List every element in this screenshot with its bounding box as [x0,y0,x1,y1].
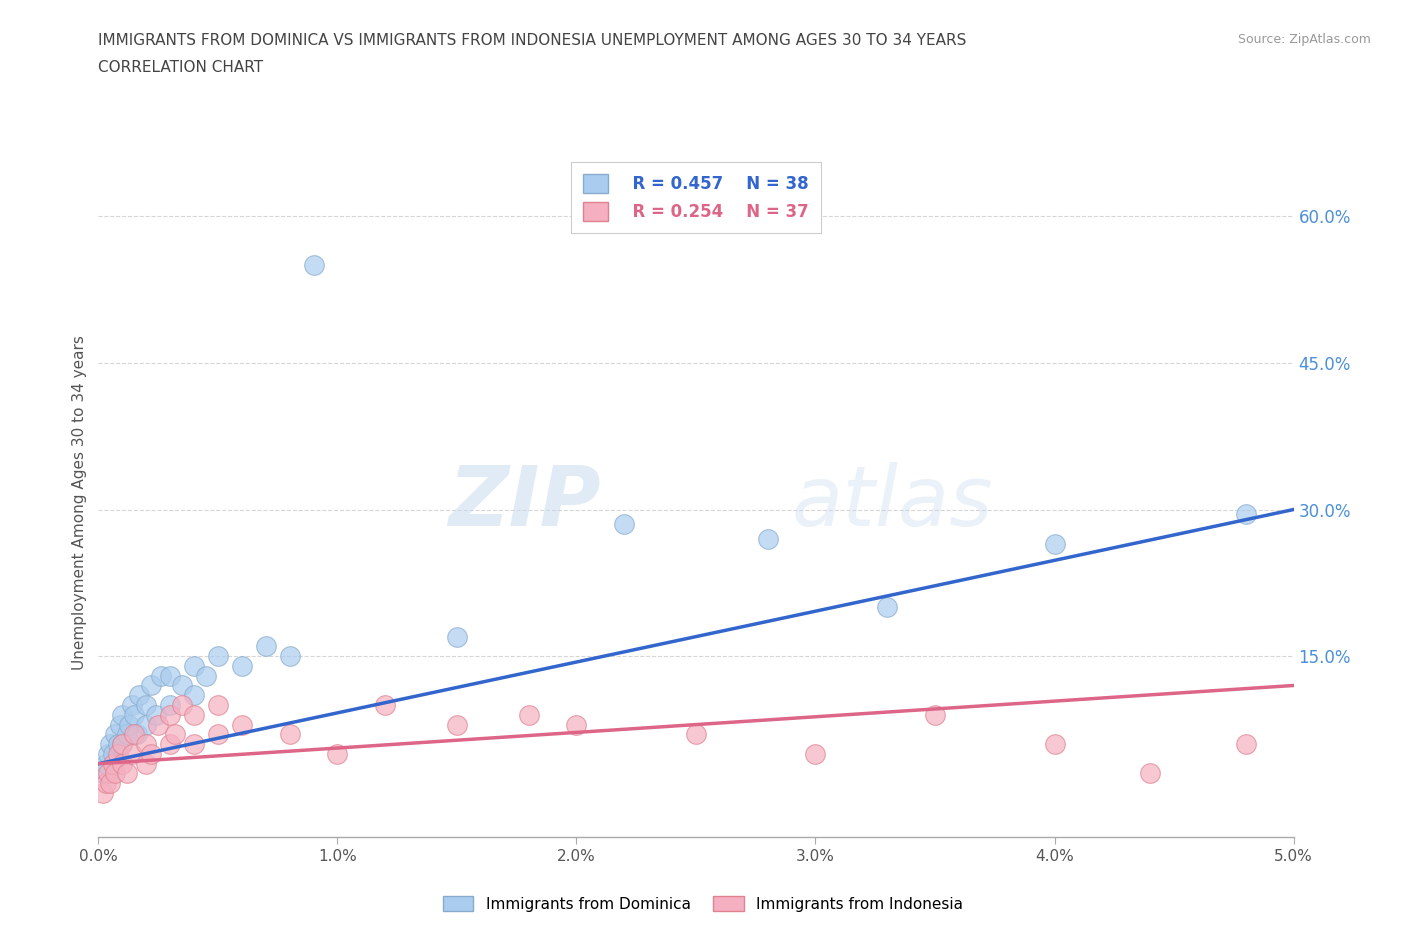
Point [124,727,146,742]
Point [115,727,138,742]
Point [1043,537,1066,551]
Text: IMMIGRANTS FROM DOMINICA VS IMMIGRANTS FROM INDONESIA UNEMPLOYMENT AMONG AGES 30: IMMIGRANTS FROM DOMINICA VS IMMIGRANTS F… [98,33,967,47]
Point [924,708,946,723]
Point [97,766,120,781]
Legend: Immigrants from Dominica, Immigrants from Indonesia: Immigrants from Dominica, Immigrants fro… [437,889,969,918]
Point [1139,766,1161,781]
Point [111,737,134,751]
Point [207,649,229,664]
Point [145,708,167,723]
Point [685,727,707,742]
Point [104,766,127,781]
Legend:   R = 0.457    N = 38,   R = 0.254    N = 37: R = 0.457 N = 38, R = 0.254 N = 37 [571,163,821,232]
Point [148,717,170,732]
Point [207,727,229,742]
Point [804,747,827,762]
Point [94,756,117,771]
Point [91,786,114,801]
Point [139,747,162,762]
Point [121,747,143,762]
Point [111,708,134,723]
Point [101,747,124,762]
Point [104,727,127,742]
Point [139,678,162,693]
Point [101,756,124,771]
Point [159,708,181,723]
Y-axis label: Unemployment Among Ages 30 to 34 years: Unemployment Among Ages 30 to 34 years [72,335,87,670]
Point [565,717,588,732]
Point [128,688,150,703]
Point [124,708,146,723]
Point [111,737,134,751]
Point [1234,737,1257,751]
Point [107,737,129,751]
Point [302,258,325,272]
Point [231,717,253,732]
Point [756,531,779,546]
Point [172,678,194,693]
Point [374,698,396,712]
Point [172,698,194,712]
Point [97,747,120,762]
Point [115,766,138,781]
Point [100,737,122,751]
Point [135,737,157,751]
Point [183,688,205,703]
Point [135,756,157,771]
Point [207,698,229,712]
Point [1043,737,1066,751]
Point [125,727,148,742]
Point [107,747,129,762]
Point [195,669,218,684]
Point [876,600,898,615]
Point [135,717,157,732]
Point [111,756,134,771]
Text: atlas: atlas [792,461,993,543]
Text: CORRELATION CHART: CORRELATION CHART [98,60,263,75]
Point [159,698,181,712]
Point [1234,507,1257,522]
Text: ZIP: ZIP [447,461,600,543]
Point [118,717,141,732]
Point [163,727,186,742]
Point [446,717,468,732]
Point [94,776,117,790]
Point [278,727,301,742]
Point [231,658,253,673]
Text: Source: ZipAtlas.com: Source: ZipAtlas.com [1237,33,1371,46]
Point [159,737,181,751]
Point [326,747,349,762]
Point [121,698,143,712]
Point [278,649,301,664]
Point [613,517,636,532]
Point [100,776,122,790]
Point [159,669,181,684]
Point [108,717,131,732]
Point [183,658,205,673]
Point [446,630,468,644]
Point [135,698,157,712]
Point [517,708,540,723]
Point [254,639,277,654]
Point [149,669,172,684]
Point [91,766,114,781]
Point [183,737,205,751]
Point [183,708,205,723]
